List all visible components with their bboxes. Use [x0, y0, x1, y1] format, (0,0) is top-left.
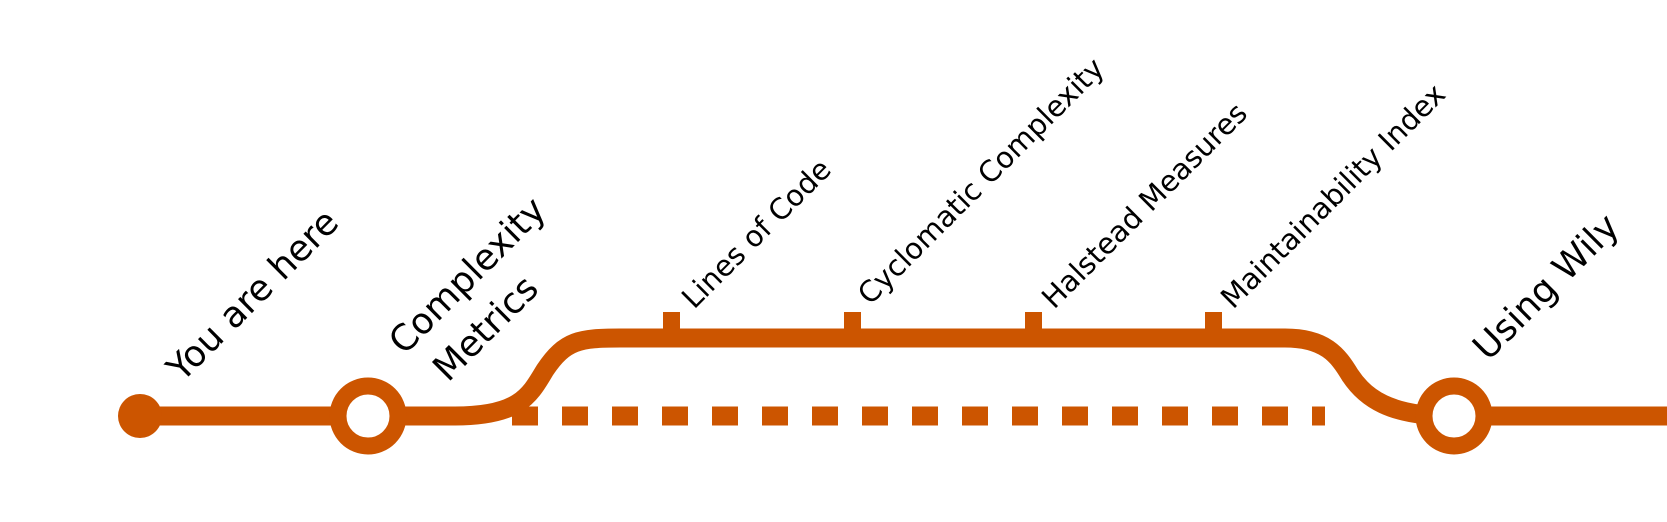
- station-complexity-metrics: [329, 377, 407, 455]
- label-lines-of-code: Lines of Code: [675, 152, 838, 315]
- station-using-wily: [1415, 377, 1493, 455]
- stop-tick-maintainability-index: [1205, 312, 1222, 340]
- route-line-trunk: [140, 328, 1667, 426]
- start-station-dot: [118, 394, 162, 438]
- stop-tick-halstead-measures: [1025, 312, 1042, 340]
- label-halstead-measures: Halstead Measures: [1035, 96, 1254, 315]
- stop-tick-lines-of-code: [663, 312, 680, 340]
- label-using-wily: Using Wily: [1465, 206, 1627, 368]
- label-you-are-here: You are here: [159, 202, 347, 390]
- stop-tick-cyclomatic-complexity: [844, 312, 861, 340]
- label-maintainability-index: Maintainability Index: [1214, 77, 1452, 315]
